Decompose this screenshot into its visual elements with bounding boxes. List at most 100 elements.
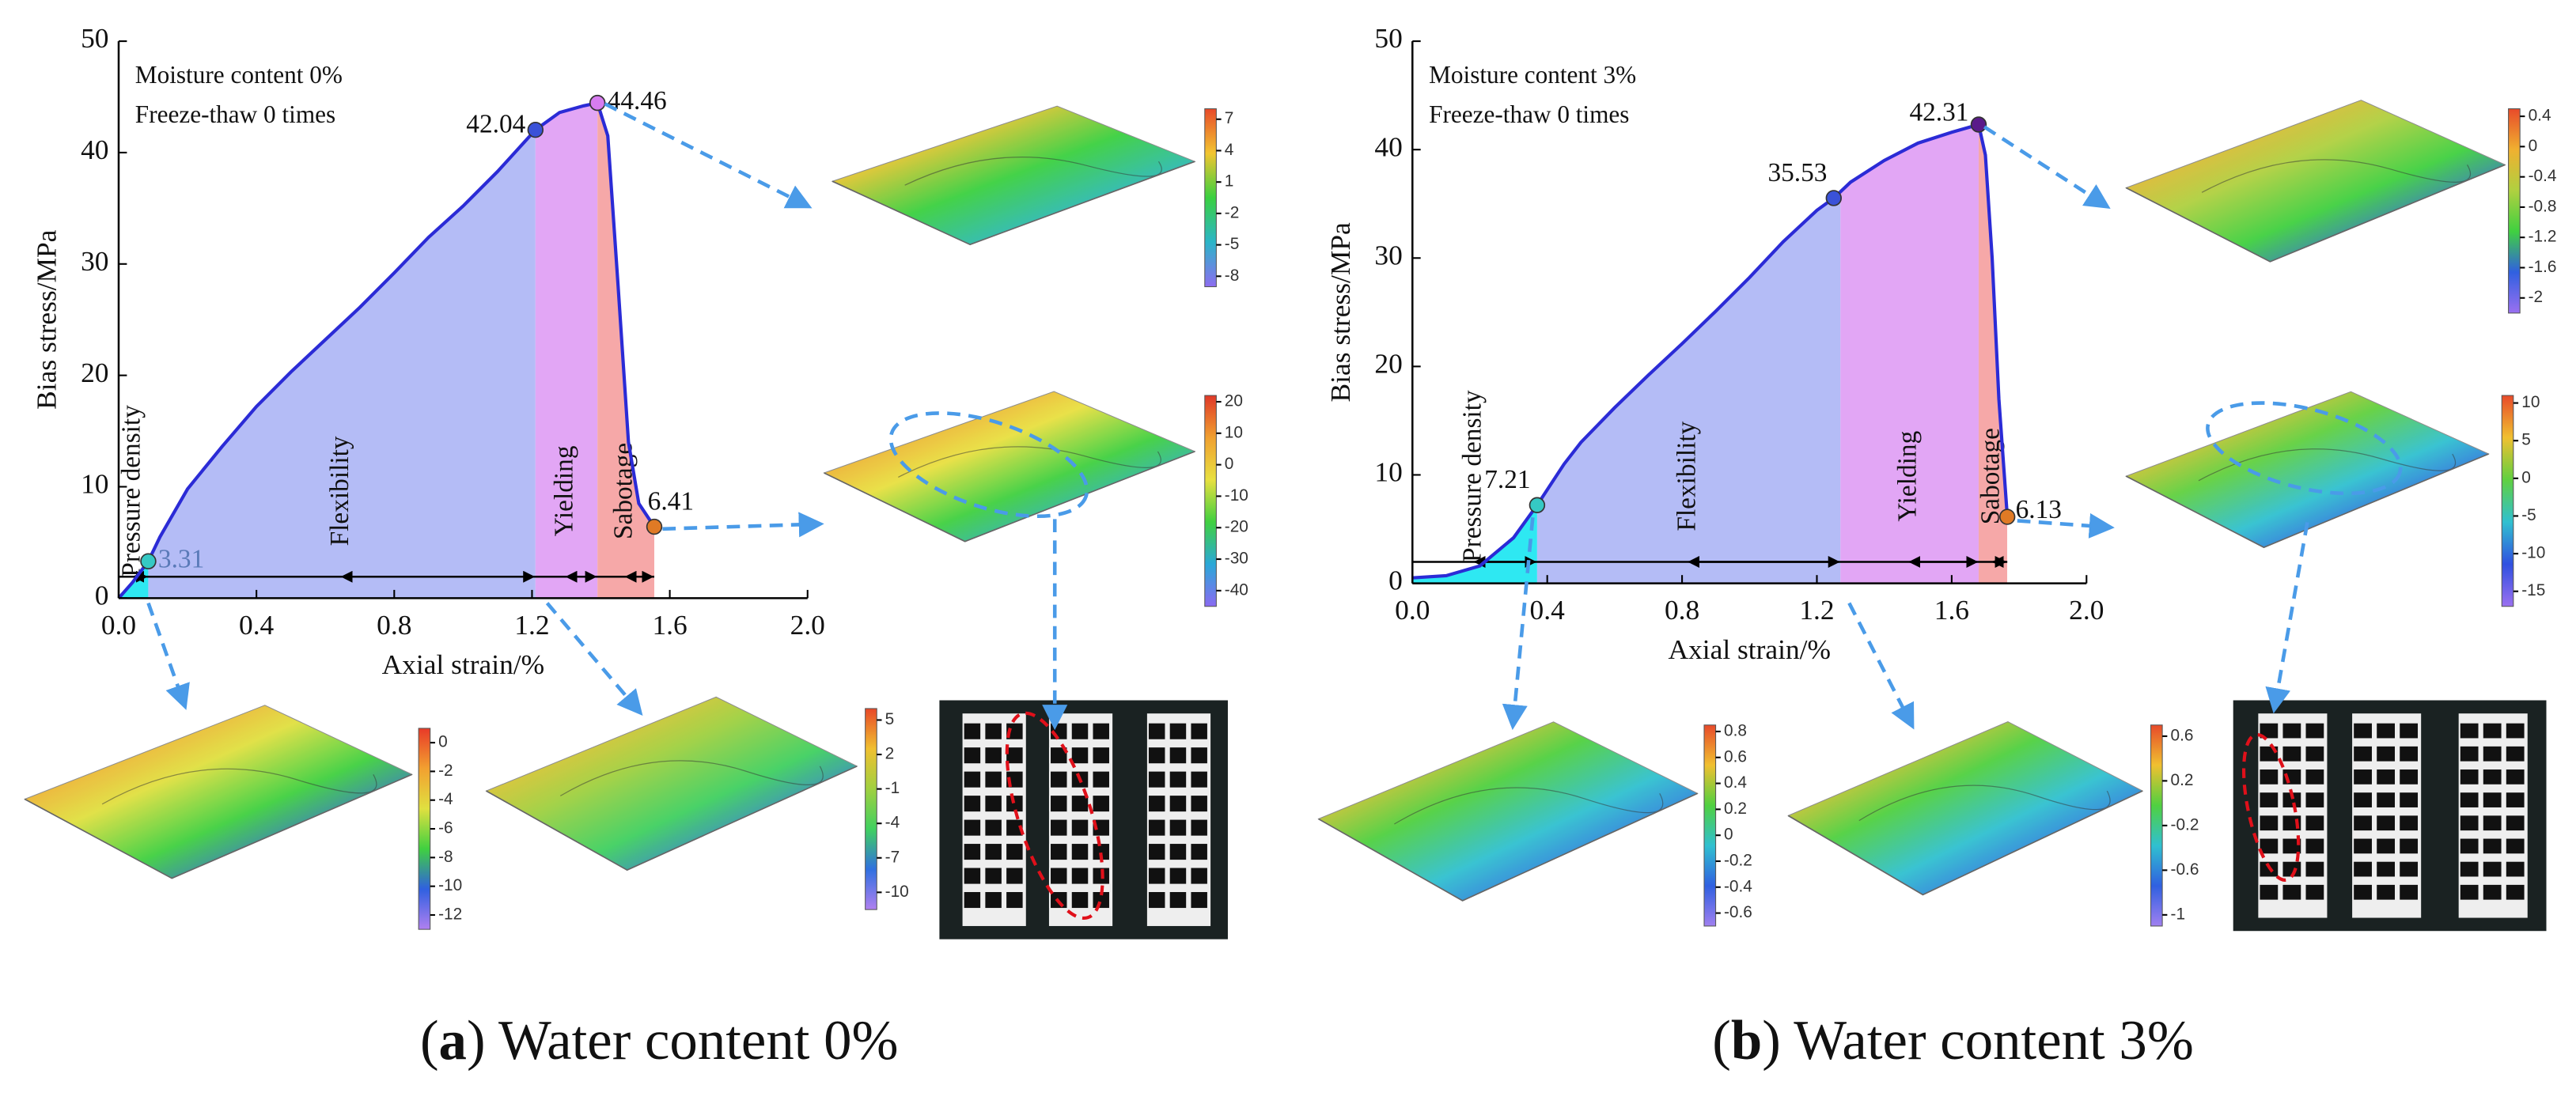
speckle (2506, 838, 2525, 854)
colorbar-tick-label: -1.2 (2529, 228, 2557, 246)
surface-axes (1787, 790, 2143, 896)
point-label: 6.41 (648, 487, 694, 516)
pointer-arrow (2017, 512, 2115, 539)
colorbar-tick-label: -0.6 (1724, 903, 1752, 921)
speckle (2506, 815, 2525, 831)
speckle (1071, 796, 1089, 812)
surface-ripple (101, 768, 377, 805)
speckle (2400, 838, 2419, 854)
colorbar (1703, 724, 1717, 927)
y-tick-label: 30 (1374, 239, 1402, 270)
point-label: 42.04 (466, 110, 525, 139)
point-label: 42.31 (1909, 98, 1968, 127)
y-axis-label: Bias stress/MPa (1324, 222, 1356, 403)
speckle (1006, 819, 1023, 836)
x-tick-label: 2.0 (790, 609, 825, 641)
pointer-arrow (1502, 517, 1535, 731)
speckle (2460, 792, 2479, 807)
speckle (2354, 723, 2372, 739)
speckle (2305, 746, 2324, 762)
surface-axes (1318, 792, 1699, 902)
colorbar-tick-label: -2 (438, 762, 453, 780)
speckle (1051, 796, 1067, 812)
surface-ripple (1858, 785, 2111, 822)
y-tick-label: 50 (1374, 22, 1402, 54)
stage-label: Yielding (1892, 430, 1922, 521)
speckle (964, 819, 981, 836)
speckle (2483, 792, 2502, 807)
speckle (1093, 844, 1109, 860)
speckle (2400, 884, 2419, 900)
speckle (1191, 868, 1207, 884)
speckle (2282, 861, 2301, 877)
surface-plot (2125, 100, 2506, 263)
speckle (2377, 723, 2395, 739)
x-tick-label: 1.6 (1934, 594, 1969, 626)
speckle (985, 868, 1002, 884)
surface-ripple (1394, 787, 1664, 825)
speckle (2354, 746, 2372, 762)
point-label: 44.46 (608, 86, 667, 115)
speckle (2282, 746, 2301, 762)
annotation: Moisture content 3% (1429, 61, 1636, 89)
colorbar-tick-label: -0.4 (1724, 877, 1752, 895)
key-point (527, 121, 544, 138)
speckle (1191, 891, 1207, 909)
speckle (985, 723, 1002, 739)
speckle (2377, 815, 2395, 831)
surface-axes (824, 451, 1195, 543)
speckle (2354, 769, 2372, 785)
colorbar-tick-label: 0.2 (2171, 771, 2194, 789)
speckle (2282, 838, 2301, 854)
stage-region (1840, 124, 1979, 584)
speckle (1093, 771, 1109, 788)
speckle (1006, 844, 1023, 860)
surface-axes (2125, 453, 2489, 549)
speckle (2354, 861, 2372, 877)
speckle (2260, 838, 2279, 854)
speckle (1071, 844, 1089, 860)
speckle (1148, 819, 1165, 836)
colorbar-tick-label: 0.8 (1724, 721, 1747, 739)
speckle (2400, 815, 2419, 831)
colorbar-tick-label: -2 (2529, 288, 2544, 306)
speckle (964, 844, 981, 860)
colorbar-tick-label: -2 (1225, 203, 1240, 221)
speckle (1006, 747, 1023, 764)
x-tick-label: 0.0 (101, 609, 136, 641)
speckle (2483, 861, 2502, 877)
colorbar (1204, 395, 1217, 607)
stage-label: Pressure density (116, 405, 146, 577)
speckle (1093, 747, 1109, 764)
key-point (1998, 509, 2016, 525)
colorbar-tick-label: -5 (2521, 506, 2536, 524)
speckle (2260, 792, 2279, 807)
y-tick-label: 10 (1374, 456, 1402, 488)
speckle (2483, 723, 2502, 739)
speckle (2506, 861, 2525, 877)
x-tick-label: 0.0 (1395, 594, 1430, 626)
speckle (985, 819, 1002, 836)
x-tick-label: 1.2 (1799, 594, 1834, 626)
caption-part: ( (1712, 1010, 1731, 1072)
caption-part: ) Water content 0% (467, 1010, 899, 1072)
caption-part: ) Water content 3% (1762, 1010, 2194, 1072)
speckle (2377, 769, 2395, 785)
speckle (2282, 884, 2301, 900)
surface-plot (1787, 721, 2144, 895)
colorbar-tick-label: -8 (1225, 267, 1240, 285)
key-point (1970, 116, 1987, 133)
speckle (2460, 769, 2479, 785)
speckle (1051, 844, 1067, 860)
colorbar-tick-label: -0.4 (2529, 167, 2557, 185)
speckle (964, 891, 981, 909)
speckle (2305, 723, 2324, 739)
speckle (2305, 815, 2324, 831)
stage-label: Flexibility (325, 436, 354, 546)
speckle (1169, 747, 1187, 764)
colorbar-tick-label: -7 (885, 848, 900, 866)
colorbar-tick-label: -10 (438, 876, 462, 894)
speckle (1093, 891, 1109, 909)
colorbar (865, 708, 877, 910)
point-label: 7.21 (1484, 465, 1530, 494)
